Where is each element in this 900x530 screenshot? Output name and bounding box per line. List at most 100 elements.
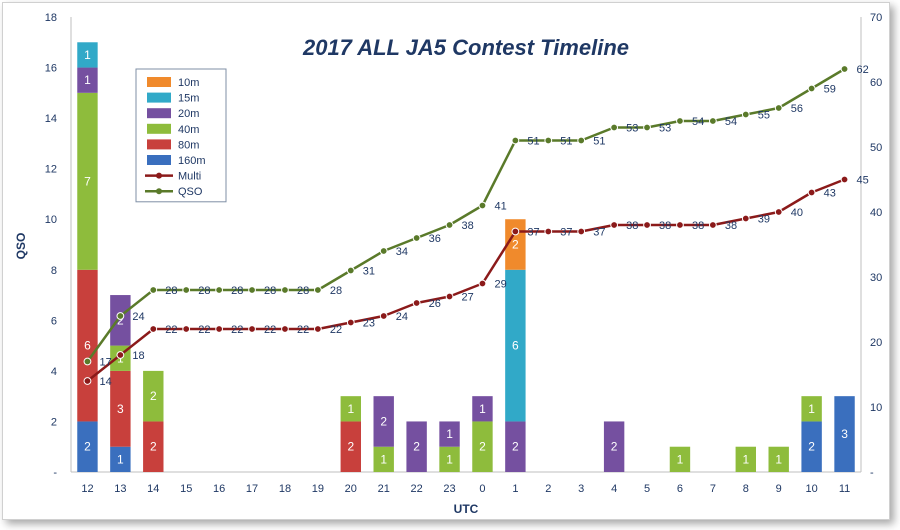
x-tick-label: 9 (776, 483, 782, 495)
line-point (445, 292, 454, 301)
bar-segment (143, 421, 164, 472)
bar-segment (669, 446, 691, 472)
line-point (807, 188, 816, 197)
line-data-label: 36 (429, 233, 441, 245)
legend-label: Multi (178, 171, 201, 183)
bar-data-label: 2 (150, 440, 157, 454)
line-point (643, 221, 651, 229)
y-tick-label: 14 (45, 113, 57, 125)
bar-data-label: 2 (479, 440, 486, 454)
legend: 10m 15m 20m 40m 80m 160m Multi QSO (135, 68, 227, 203)
line-data-label: 38 (725, 220, 737, 232)
bar-data-label: 1 (775, 452, 782, 466)
line-data-label: 29 (494, 279, 506, 291)
bar-segment (439, 421, 460, 447)
bar-data-label: 1 (347, 402, 354, 416)
bar-segment (77, 421, 98, 472)
bar-data-label: 1 (479, 402, 486, 416)
line-data-label: 17 (99, 357, 111, 369)
line-point (248, 325, 256, 333)
line-point (83, 377, 92, 385)
line-point (182, 286, 191, 294)
line-data-label: 23 (363, 318, 375, 330)
bar-data-label: 1 (677, 452, 684, 466)
line-point (149, 286, 158, 294)
bar-segment (735, 446, 756, 472)
line-data-label: 22 (231, 324, 243, 336)
legend-label: 160m (178, 155, 206, 167)
bar-data-label: 2 (611, 440, 618, 454)
x-tick-label: 19 (312, 483, 324, 495)
bar-data-label: 2 (413, 440, 420, 454)
y-tick-label: 6 (51, 315, 57, 327)
line-point (313, 325, 322, 333)
y2-tick-label: 50 (870, 142, 882, 154)
bar-segment (373, 396, 394, 447)
line-data-label: 43 (824, 188, 836, 200)
line-point (248, 286, 256, 294)
x-tick-label: 17 (246, 483, 258, 495)
line-point (182, 325, 191, 333)
line-data-label: 37 (527, 227, 539, 239)
line-data-label: 53 (659, 123, 671, 135)
bar-data-label: 1 (446, 452, 453, 466)
line-data-label: 22 (330, 324, 342, 336)
bar-segment (143, 370, 164, 422)
bar-data-label: 2 (512, 238, 519, 252)
line-data-label: 22 (297, 324, 309, 336)
line-point (610, 123, 619, 132)
y2-tick-label: 20 (870, 337, 882, 349)
line-data-label: 28 (231, 285, 243, 297)
y2-tick-label: - (870, 467, 874, 479)
y2-tick-label: 30 (870, 272, 882, 284)
legend-swatch (147, 108, 171, 119)
bar-data-label: 7 (84, 174, 91, 188)
line-data-label: 62 (857, 64, 869, 76)
legend-label: 10m (178, 77, 199, 89)
line-data-label: 54 (725, 116, 737, 128)
line-data-label: 41 (494, 201, 506, 213)
line-data-label: 54 (692, 116, 704, 128)
bar-segment (406, 421, 427, 472)
line-point (445, 221, 454, 229)
line-data-label: 24 (132, 311, 144, 323)
bar-data-label: 1 (84, 73, 91, 87)
y-tick-label: 10 (45, 214, 57, 226)
x-tick-label: 22 (411, 483, 423, 495)
line-point (511, 227, 520, 236)
y2-tick-label: 70 (870, 12, 882, 24)
line-point (215, 286, 224, 294)
line-data-label: 37 (593, 227, 605, 239)
line-point (577, 136, 586, 145)
legend-label: 20m (178, 108, 199, 120)
line-data-label: 27 (462, 292, 474, 304)
line-data-label: 24 (396, 311, 408, 323)
line-point (774, 208, 783, 216)
line-point (313, 286, 322, 294)
line-data-label: 45 (857, 175, 869, 187)
line-data-label: 37 (560, 227, 572, 239)
bar-segment (77, 42, 98, 68)
y-tick-label: 2 (51, 416, 57, 428)
y2-tick-label: 10 (870, 402, 882, 414)
bar-data-label: 2 (84, 440, 91, 454)
bar-segment (110, 295, 131, 346)
line-point (741, 110, 750, 119)
y-tick-label: 8 (51, 265, 57, 277)
line-point (149, 325, 158, 333)
line-point (412, 299, 421, 307)
line-point (741, 214, 750, 223)
bar-data-label: 1 (742, 452, 749, 466)
x-tick-label: 20 (345, 483, 357, 495)
x-tick-label: 10 (806, 483, 818, 495)
line-data-label: 14 (99, 376, 111, 388)
line-point (281, 286, 289, 294)
line-data-label: 28 (264, 285, 276, 297)
legend-swatch (147, 155, 171, 165)
line-point (346, 318, 355, 327)
legend-marker (156, 172, 162, 179)
y-tick-label: 16 (45, 63, 57, 75)
bar-data-label: 2 (150, 389, 157, 403)
y2-tick-label: 60 (870, 77, 882, 89)
